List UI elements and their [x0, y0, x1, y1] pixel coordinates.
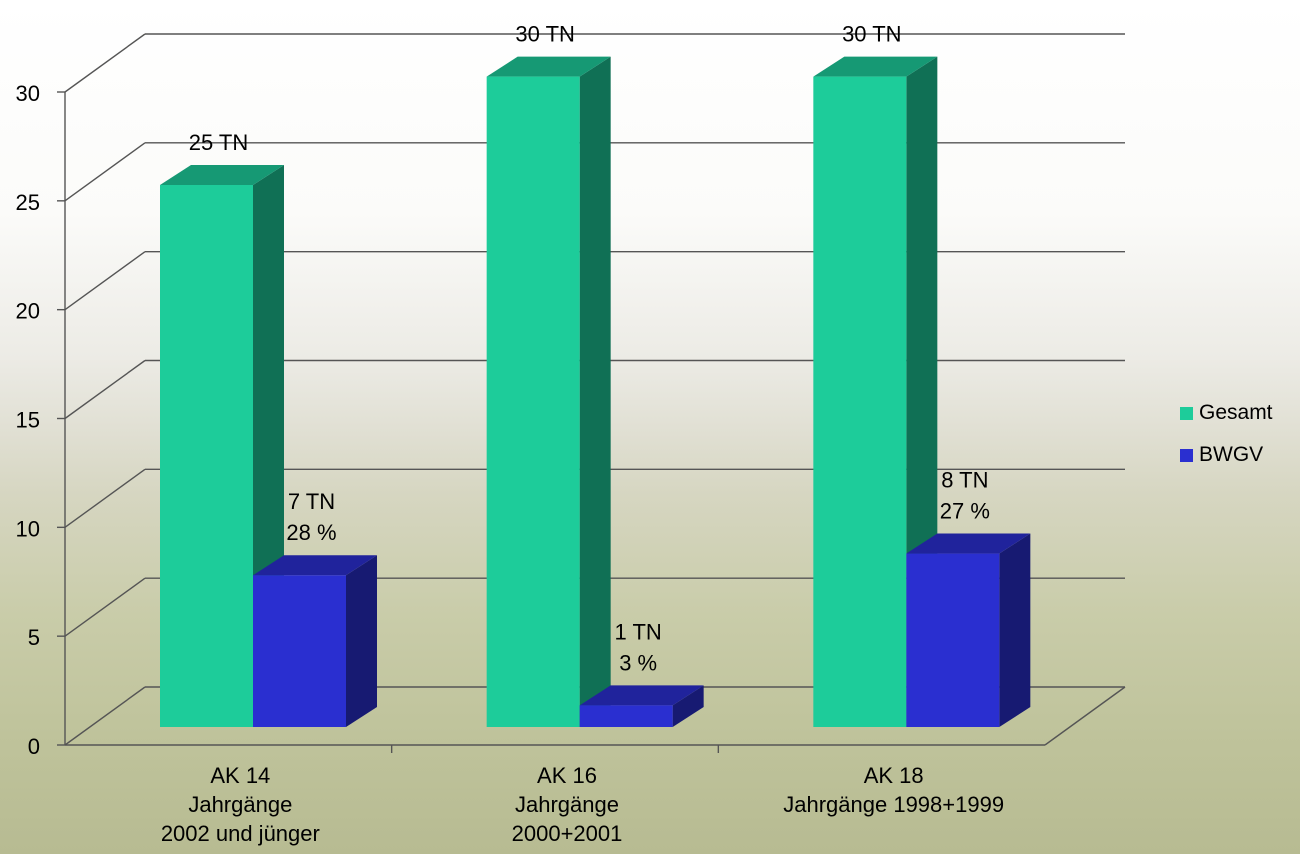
x-tick-label: AK 14	[210, 763, 270, 788]
x-tick-label: 2002 und jünger	[161, 821, 320, 846]
bar-side-bwgv	[999, 533, 1031, 727]
bar-side-gesamt	[579, 56, 611, 728]
bar-top-gesamt	[486, 56, 611, 77]
bar-side-bwgv	[672, 685, 704, 727]
legend-label-bwgv: BWGV	[1199, 443, 1264, 466]
data-label-bwgv: 1 TN	[615, 619, 662, 644]
gridline-side	[64, 33, 146, 93]
bar-top-bwgv	[906, 533, 1031, 554]
bar-gesamt	[486, 76, 580, 728]
bar-bwgv	[579, 705, 673, 727]
gridline-side	[64, 577, 146, 637]
data-label-bwgv: 3 %	[619, 650, 657, 675]
y-tick-label: 20	[16, 299, 40, 324]
gridline-side	[64, 686, 146, 746]
bar-side-bwgv	[346, 555, 377, 727]
legend-swatch-gesamt	[1180, 406, 1193, 420]
y-tick-label: 25	[16, 190, 40, 215]
y-tick-label: 5	[28, 625, 40, 650]
bar-top-gesamt	[813, 56, 938, 77]
bar-top-bwgv	[579, 685, 704, 706]
x-tick-label: 2000+2001	[512, 821, 623, 846]
data-label-bwgv: 7 TN	[288, 489, 335, 514]
x-tick-label: Jahrgänge	[515, 792, 619, 817]
bar-bwgv	[253, 575, 346, 727]
x-tick-label: Jahrgänge 1998+1999	[783, 792, 1004, 817]
data-label-gesamt: 30 TN	[515, 22, 575, 47]
data-label-gesamt: 30 TN	[842, 22, 902, 47]
floor-edge	[1044, 686, 1126, 746]
data-label-bwgv: 28 %	[286, 520, 336, 545]
bar-bwgv	[906, 553, 1000, 727]
bar-gesamt	[160, 185, 253, 727]
gridline-side	[64, 359, 146, 420]
legend-item-bwgv: BWGV	[1180, 440, 1273, 470]
bar-top-gesamt	[160, 165, 284, 185]
gridline-side	[64, 142, 146, 202]
gridline-side	[64, 251, 146, 311]
x-tick-label: AK 16	[537, 763, 597, 788]
bar-gesamt	[813, 76, 907, 728]
y-tick-label: 30	[16, 81, 40, 106]
legend-item-gesamt: Gesamt	[1180, 398, 1273, 428]
bars	[160, 56, 1031, 728]
data-label-bwgv: 8 TN	[941, 468, 988, 493]
x-tick-label: Jahrgänge	[188, 792, 292, 817]
legend: Gesamt BWGV	[1180, 398, 1273, 482]
bar-top-bwgv	[253, 555, 377, 576]
data-label-gesamt: 25 TN	[189, 130, 249, 155]
x-tick-label: AK 18	[864, 763, 924, 788]
legend-swatch-bwgv	[1180, 448, 1193, 462]
y-tick-label: 10	[16, 516, 40, 541]
gridline-side	[64, 468, 146, 528]
labels: 25 TN 7 TN 28 % AK 14 Jahrgänge 2002 und jüng…	[161, 22, 1004, 846]
data-label-bwgv: 27 %	[940, 499, 990, 524]
y-tick-label: 15	[16, 408, 40, 433]
axes: 0 5 10 15 20 25 30	[16, 81, 1126, 759]
legend-label-gesamt: Gesamt	[1199, 401, 1273, 424]
y-tick-label: 0	[28, 734, 40, 759]
